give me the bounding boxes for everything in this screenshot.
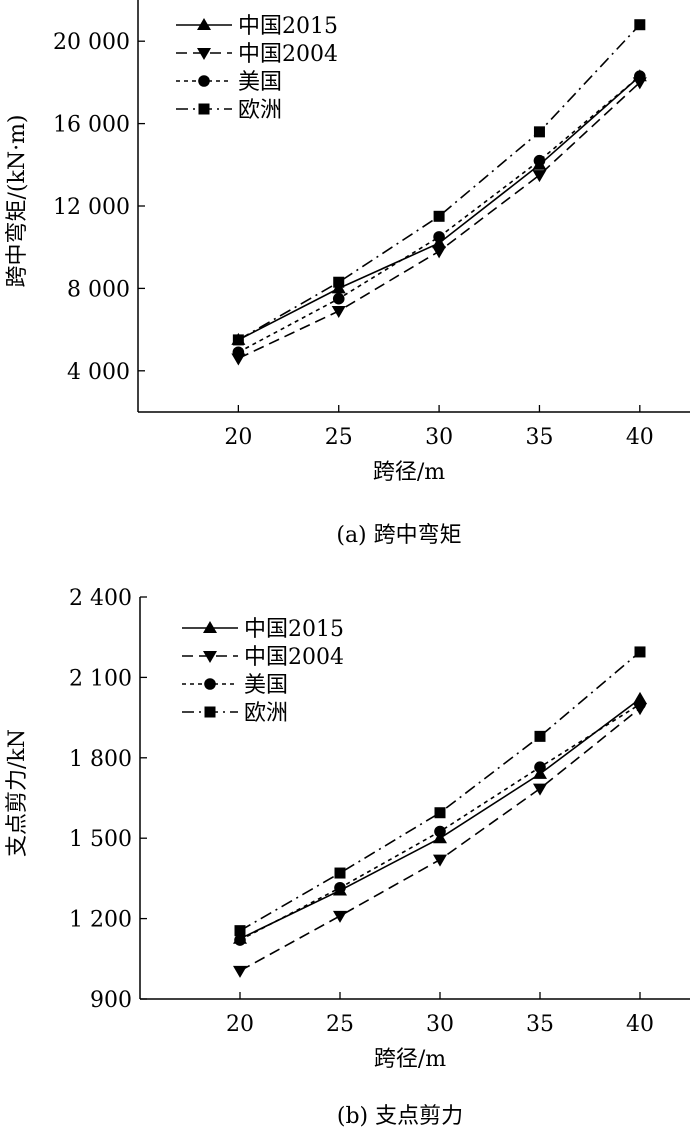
b-caption: (b) 支点剪力 — [337, 1104, 463, 1129]
b-data-point — [534, 761, 546, 773]
a-caption: (a) 跨中弯矩 — [336, 523, 461, 548]
b-x-tick-label: 20 — [226, 1012, 254, 1037]
a-x-tick-label: 40 — [626, 425, 654, 450]
b-data-point — [334, 867, 346, 879]
a-legend-marker — [198, 75, 210, 87]
a-data-point — [332, 292, 345, 305]
b-data-point — [234, 934, 246, 946]
b-x-tick-label: 25 — [326, 1012, 354, 1037]
chart-panel-b: 900 1 200 1 500 1 800 2 100 2 400 20 25 30 35 40 跨径… — [0, 567, 700, 1134]
b-legend-label: 美国 — [244, 673, 288, 698]
b-legend-marker — [203, 621, 217, 633]
chart-panel-a: 4 000 8 000 12 000 16 000 20 000 20 25 30 35 40 跨径… — [0, 0, 700, 560]
b-x-tick-label: 35 — [526, 1012, 554, 1037]
b-legend-label: 欧洲 — [244, 701, 288, 726]
b-y-tick-label: 1 800 — [69, 747, 132, 772]
b-x-axis-label: 跨径/m — [374, 1047, 446, 1072]
b-data-point — [634, 698, 646, 710]
a-data-point — [634, 70, 646, 83]
a-legend-marker — [197, 18, 211, 30]
a-data-point — [333, 276, 345, 288]
a-legend-marker — [198, 103, 210, 115]
a-y-tick-label: 16 000 — [53, 113, 130, 138]
b-y-tick-label: 2 400 — [69, 586, 132, 611]
a-legend-label: 美国 — [238, 70, 282, 95]
a-x-axis-label: 跨径/m — [373, 460, 445, 485]
a-data-point — [532, 170, 547, 183]
a-data-point — [232, 334, 244, 346]
b-data-point — [434, 807, 446, 819]
a-data-point — [533, 154, 546, 167]
a-series-line — [237, 24, 641, 341]
a-data-point — [432, 246, 447, 259]
b-data-point — [333, 910, 347, 923]
b-series-line — [239, 703, 641, 941]
b-y-tick-label: 1 500 — [69, 827, 132, 852]
a-series-3 — [232, 19, 646, 346]
a-series-line — [237, 75, 641, 353]
a-y-tick-label: 8 000 — [67, 277, 130, 302]
a-data-point — [634, 19, 646, 31]
a-x-tick-label: 35 — [525, 425, 553, 450]
b-data-point — [434, 825, 446, 838]
a-legend-marker — [197, 48, 211, 60]
b-series-line — [239, 698, 641, 940]
b-y-tick-label: 1 200 — [69, 908, 132, 933]
b-y-tick-label: 2 100 — [69, 666, 132, 691]
b-data-point — [233, 965, 247, 978]
b-series-line — [239, 651, 641, 932]
b-legend-label: 中国2004 — [244, 645, 344, 670]
a-data-point — [331, 306, 346, 319]
a-x-tick-label: 20 — [224, 425, 252, 450]
b-data-point — [433, 854, 447, 867]
a-legend-label: 中国2015 — [238, 14, 338, 39]
a-x-tick-label: 30 — [425, 425, 453, 450]
b-legend-marker — [204, 678, 216, 690]
a-y-tick-label: 4 000 — [67, 360, 130, 385]
b-data-point — [234, 925, 246, 937]
a-data-point — [433, 210, 445, 222]
a-series-2 — [232, 70, 646, 359]
b-legend-marker — [204, 706, 216, 718]
b-y-tick-label: 900 — [90, 988, 132, 1013]
b-legend-label: 中国2015 — [244, 617, 344, 642]
a-legend-label: 中国2004 — [238, 42, 338, 67]
a-x-tick-label: 25 — [325, 425, 353, 450]
a-series-line — [237, 75, 641, 341]
b-data-point — [533, 783, 547, 796]
a-data-point — [232, 346, 245, 359]
a-y-tick-label: 12 000 — [53, 195, 130, 220]
chart-b-svg: 900 1 200 1 500 1 800 2 100 2 400 20 25 30 35 40 跨径… — [5, 586, 690, 1129]
a-y-axis-label: 跨中弯矩/(kN·m) — [5, 114, 30, 287]
a-data-point — [433, 231, 445, 243]
a-y-tick-label: 20 000 — [53, 30, 130, 55]
b-data-point — [634, 646, 646, 658]
b-y-axis-label: 支点剪力/kN — [5, 729, 30, 857]
b-x-tick-label: 30 — [426, 1012, 454, 1037]
b-series-2 — [234, 698, 646, 946]
a-data-point — [533, 126, 545, 138]
b-series-3 — [234, 646, 646, 937]
chart-a-svg: 4 000 8 000 12 000 16 000 20 000 20 25 30 35 40 跨径… — [5, 0, 690, 548]
b-data-point — [334, 881, 346, 894]
a-legend-label: 欧洲 — [238, 98, 282, 123]
b-x-tick-label: 40 — [626, 1012, 654, 1037]
b-legend-marker — [203, 651, 217, 663]
b-data-point — [534, 730, 546, 742]
a-series-0 — [231, 69, 647, 345]
